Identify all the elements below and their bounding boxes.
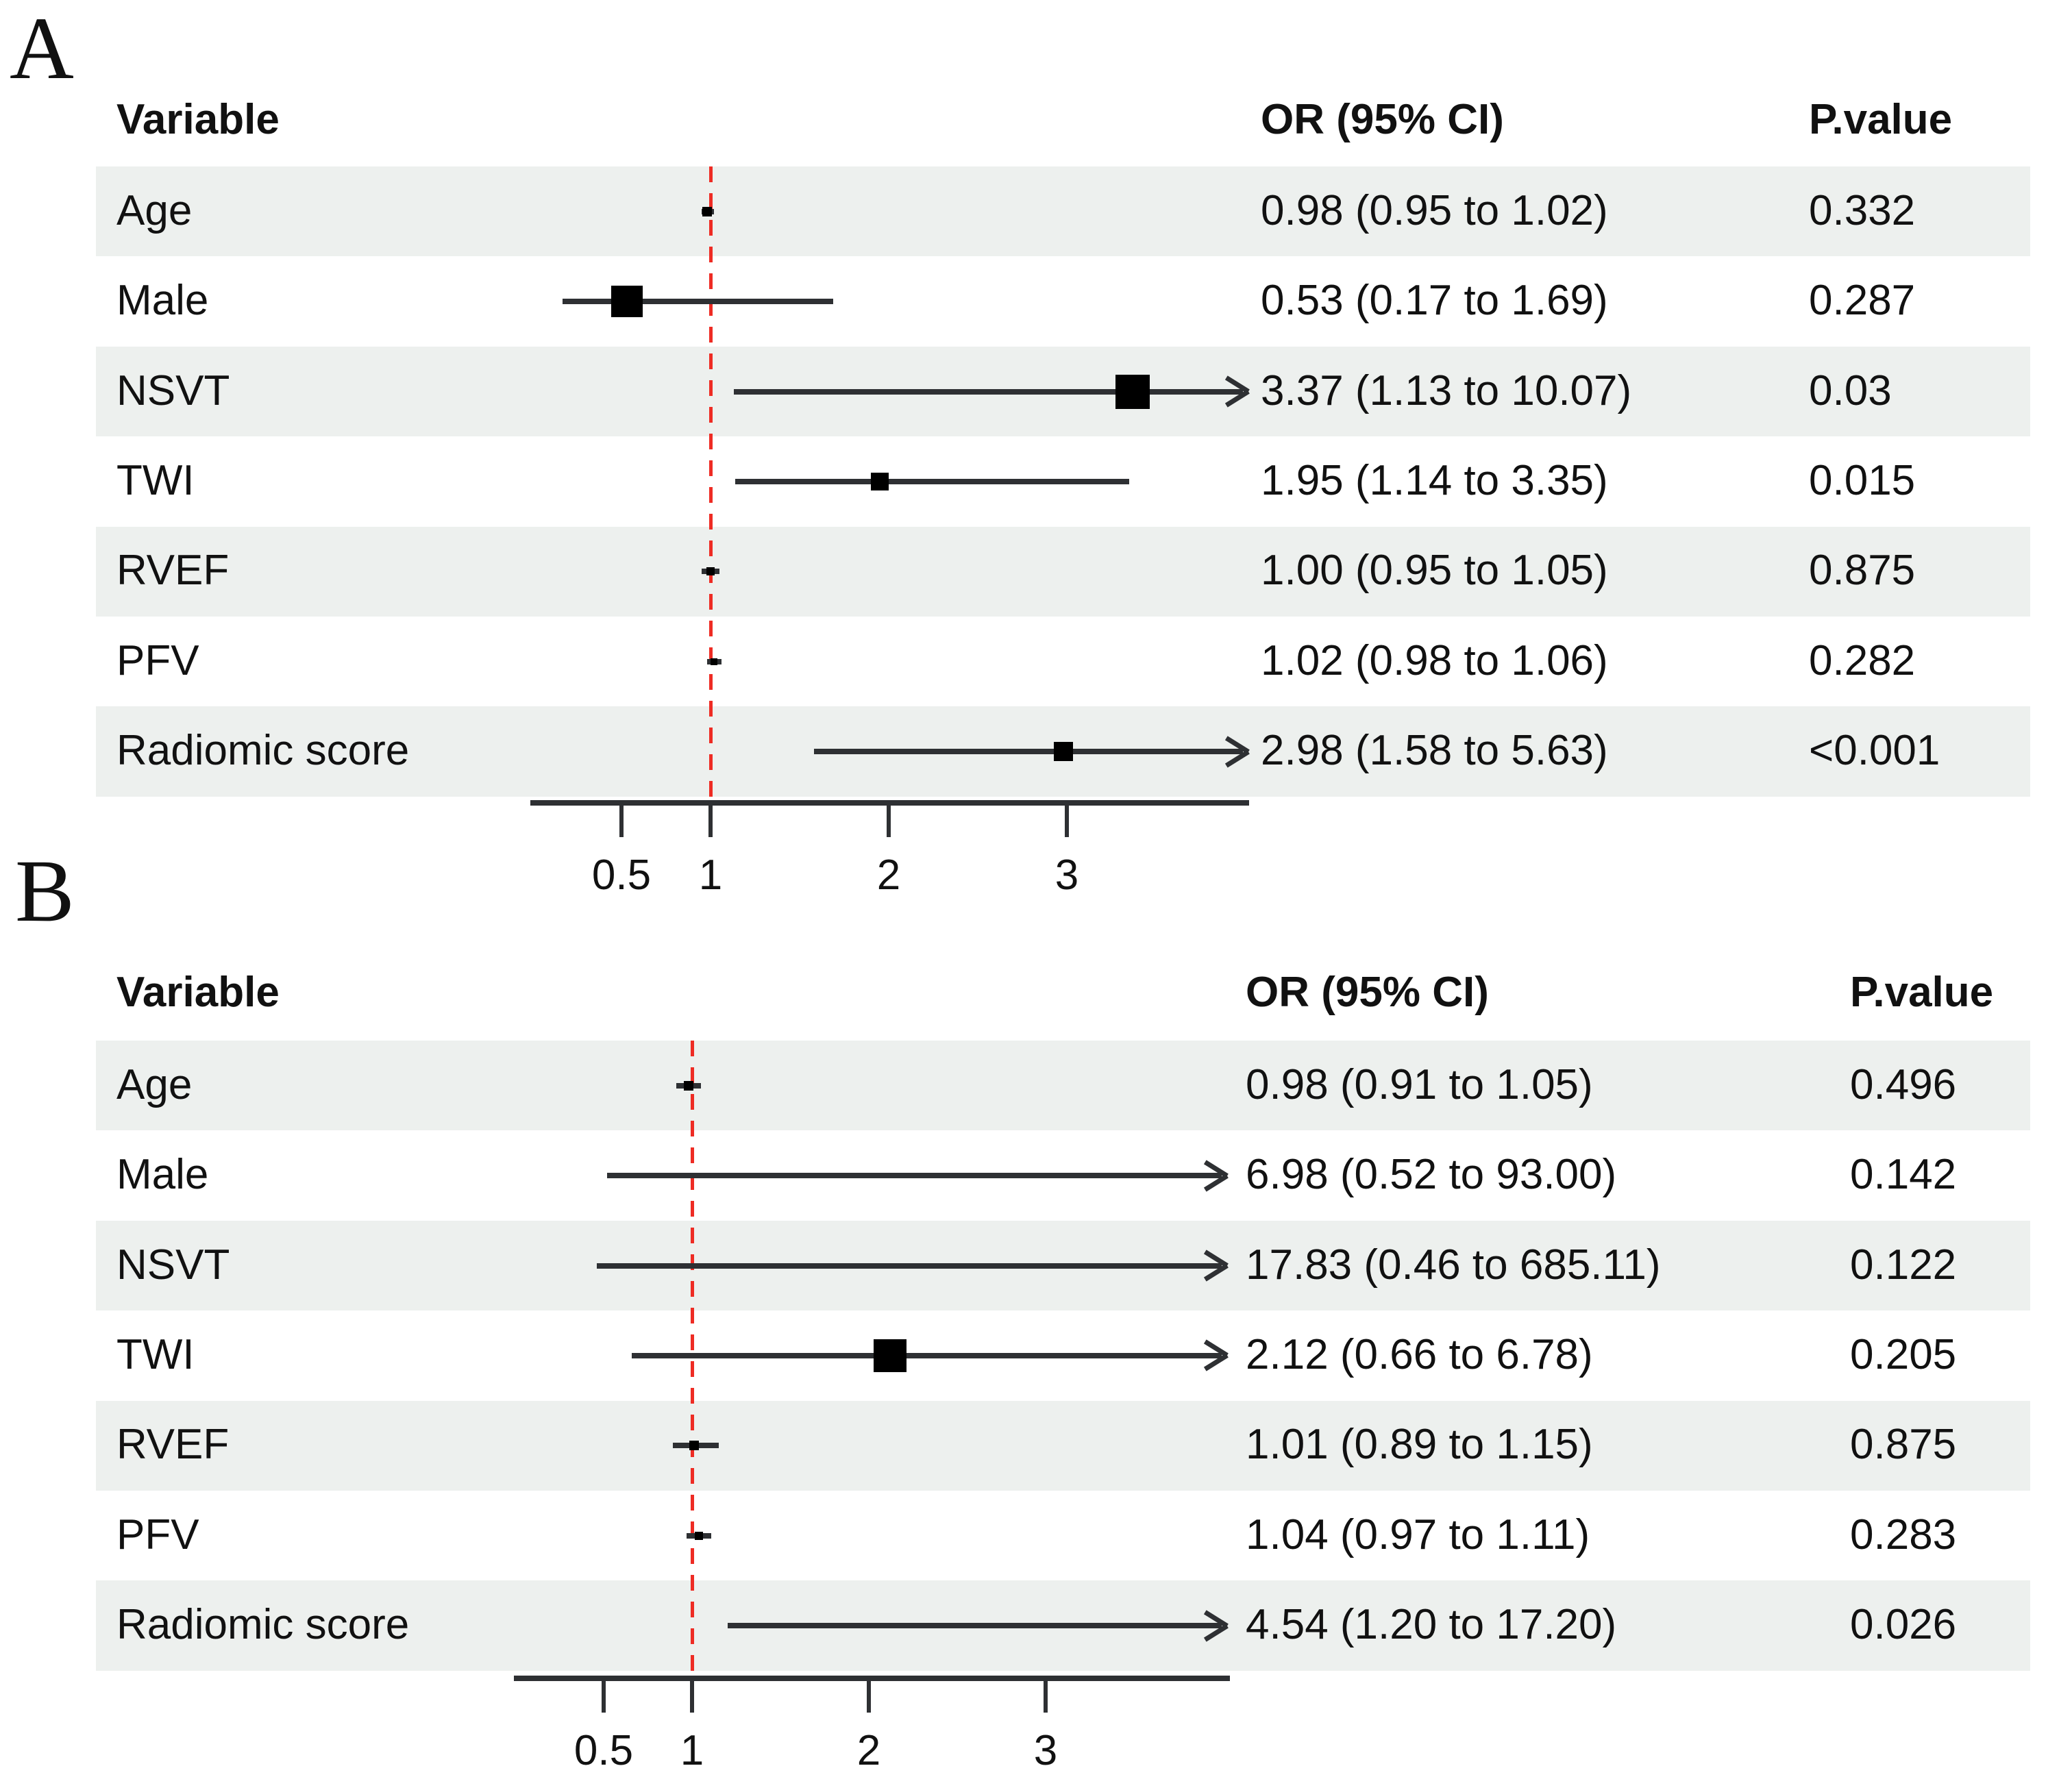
variable-label: Age — [116, 186, 193, 234]
axis-tick-label: 1 — [698, 852, 723, 899]
axis-tick — [1044, 1680, 1048, 1713]
or-ci-value: 2.98 (1.58 to 5.63) — [1261, 727, 1608, 775]
axis-tick-label: 0.5 — [574, 1727, 634, 1775]
point-estimate-marker — [711, 658, 718, 665]
point-estimate-marker — [610, 286, 643, 318]
or-ci-value: 0.98 (0.95 to 1.02) — [1261, 186, 1608, 234]
or-ci-value: 17.83 (0.46 to 685.11) — [1246, 1241, 1661, 1289]
or-ci-value: 0.53 (0.17 to 1.69) — [1261, 277, 1608, 325]
p-value: 0.283 — [1850, 1511, 1957, 1558]
column-header-variable: Variable — [116, 96, 280, 144]
column-header-pvalue: P.value — [1809, 96, 1953, 144]
or-ci-value: 0.98 (0.91 to 1.05) — [1246, 1060, 1593, 1108]
p-value: 0.875 — [1850, 1421, 1957, 1469]
point-estimate-marker — [695, 1531, 704, 1540]
axis-tick-label: 1 — [680, 1727, 704, 1775]
variable-label: Male — [116, 1151, 209, 1199]
axis-tick — [708, 804, 713, 837]
point-estimate-marker — [706, 567, 715, 576]
axis-tick — [602, 1680, 606, 1713]
or-ci-value: 1.00 (0.95 to 1.05) — [1261, 547, 1608, 595]
variable-label: RVEF — [116, 547, 230, 595]
column-header-variable: Variable — [116, 969, 280, 1017]
or-ci-value: 1.01 (0.89 to 1.15) — [1246, 1421, 1593, 1469]
or-ci-value: 3.37 (1.13 to 10.07) — [1261, 366, 1632, 414]
variable-label: PFV — [116, 636, 199, 684]
row-stripe — [96, 1400, 2030, 1491]
p-value: 0.122 — [1850, 1241, 1957, 1289]
x-axis — [530, 800, 1249, 806]
axis-tick-label: 3 — [1054, 852, 1079, 899]
column-header-or: OR (95% CI) — [1261, 96, 1504, 144]
variable-label: NSVT — [116, 1241, 230, 1289]
panel-b-label: B — [15, 842, 75, 941]
row-stripe — [96, 166, 2030, 257]
point-estimate-marker — [873, 1339, 907, 1372]
axis-tick-label: 2 — [876, 852, 901, 899]
ci-line — [607, 1173, 1222, 1179]
column-header-pvalue: P.value — [1850, 969, 1994, 1017]
or-ci-value: 1.95 (1.14 to 3.35) — [1261, 456, 1608, 504]
point-estimate-marker — [1115, 374, 1150, 409]
axis-tick-label: 3 — [1033, 1727, 1058, 1775]
axis-tick — [1065, 804, 1069, 837]
panel-a-label: A — [10, 0, 74, 98]
variable-label: Radiomic score — [116, 1601, 410, 1649]
ci-line — [813, 749, 1243, 755]
variable-label: Male — [116, 277, 209, 325]
ci-line — [596, 1263, 1222, 1269]
axis-tick-label: 0.5 — [591, 852, 652, 899]
p-value: 0.015 — [1809, 456, 1916, 504]
p-value: 0.03 — [1809, 366, 1892, 414]
axis-tick-label: 2 — [856, 1727, 881, 1775]
row-stripe — [96, 1041, 2030, 1131]
point-estimate-marker — [702, 206, 712, 216]
axis-tick — [690, 1680, 694, 1713]
ci-line — [735, 478, 1129, 484]
ci-line — [733, 388, 1243, 395]
ci-line — [563, 299, 834, 305]
p-value: 0.332 — [1809, 186, 1916, 234]
x-axis — [514, 1676, 1230, 1681]
variable-label: RVEF — [116, 1421, 230, 1469]
p-value: 0.026 — [1850, 1601, 1957, 1649]
point-estimate-marker — [683, 1080, 693, 1091]
reference-line — [708, 166, 713, 800]
p-value: 0.142 — [1850, 1151, 1957, 1199]
row-stripe — [96, 526, 2030, 617]
point-estimate-marker — [871, 472, 889, 490]
variable-label: PFV — [116, 1511, 199, 1558]
p-value: <0.001 — [1809, 727, 1940, 775]
ci-line — [632, 1352, 1222, 1358]
axis-tick — [887, 804, 891, 837]
p-value: 0.287 — [1809, 277, 1916, 325]
or-ci-value: 6.98 (0.52 to 93.00) — [1246, 1151, 1617, 1199]
variable-label: TWI — [116, 456, 195, 504]
variable-label: NSVT — [116, 366, 230, 414]
variable-label: TWI — [116, 1330, 195, 1378]
p-value: 0.205 — [1850, 1330, 1957, 1378]
or-ci-value: 2.12 (0.66 to 6.78) — [1246, 1330, 1593, 1378]
or-ci-value: 1.02 (0.98 to 1.06) — [1261, 636, 1608, 684]
variable-label: Age — [116, 1060, 193, 1108]
column-header-or: OR (95% CI) — [1246, 969, 1489, 1017]
p-value: 0.875 — [1809, 547, 1916, 595]
or-ci-value: 4.54 (1.20 to 17.20) — [1246, 1601, 1617, 1649]
axis-tick — [619, 804, 624, 837]
p-value: 0.282 — [1809, 636, 1916, 684]
or-ci-value: 1.04 (0.97 to 1.11) — [1246, 1511, 1590, 1558]
axis-tick — [867, 1680, 871, 1713]
variable-label: Radiomic score — [116, 727, 410, 775]
p-value: 0.496 — [1850, 1060, 1957, 1108]
point-estimate-marker — [689, 1441, 699, 1451]
point-estimate-marker — [1053, 742, 1073, 762]
ci-line — [727, 1623, 1222, 1629]
